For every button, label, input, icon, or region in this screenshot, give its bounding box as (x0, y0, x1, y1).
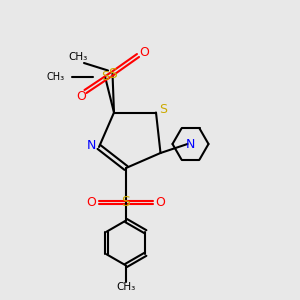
Text: S: S (108, 67, 117, 80)
Text: N: N (87, 139, 96, 152)
Text: CH₃: CH₃ (46, 71, 64, 82)
Text: O: O (87, 196, 96, 209)
Text: O: O (76, 89, 86, 103)
Text: CH₃: CH₃ (116, 281, 136, 292)
Text: O: O (139, 46, 149, 59)
Text: S: S (122, 196, 130, 209)
Text: S: S (101, 70, 109, 83)
Text: S: S (160, 103, 167, 116)
Text: N: N (186, 137, 195, 151)
Text: O: O (156, 196, 165, 209)
Text: CH₃: CH₃ (68, 52, 88, 62)
